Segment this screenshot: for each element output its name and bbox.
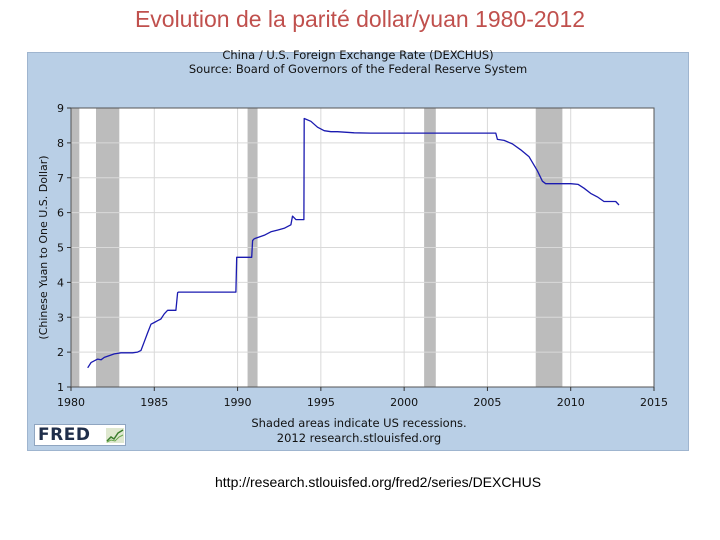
copyright-note: 2012 research.stlouisfed.org xyxy=(276,431,442,445)
fred-logo-text: FRED xyxy=(38,425,91,445)
series-line xyxy=(87,117,620,369)
x-tick-label: 2010 xyxy=(557,396,585,409)
y-tick-label: 3 xyxy=(57,311,64,324)
y-tick-label: 4 xyxy=(57,276,64,289)
chart-subtitle: Source: Board of Governors of the Federa… xyxy=(188,62,528,76)
chart-title: China / U.S. Foreign Exchange Rate (DEXC… xyxy=(222,48,494,62)
x-tick-label: 1990 xyxy=(224,396,252,409)
exchange-rate-chart: 1 2 3 4 5 6 7 8 9 1980 1985 1990 1995 2000 2005 2010 201… xyxy=(37,102,668,409)
x-tick-label: 2000 xyxy=(390,396,418,409)
x-tick-label: 1985 xyxy=(140,396,168,409)
x-tick-label: 2005 xyxy=(473,396,501,409)
y-axis-label: (Chinese Yuan to One U.S. Dollar) xyxy=(37,155,50,339)
y-tick-label: 6 xyxy=(57,207,64,220)
y-tick-label: 2 xyxy=(57,346,64,359)
x-tick-label: 1995 xyxy=(307,396,335,409)
y-tick-label: 9 xyxy=(57,102,64,115)
y-tick-label: 8 xyxy=(57,137,64,150)
slide-title: Evolution de la parité dollar/yuan 1980-… xyxy=(134,6,586,32)
fred-chart-panel: 1 2 3 4 5 6 7 8 9 1980 1985 1990 1995 2000 2005 2010 201… xyxy=(27,48,689,451)
recession-note: Shaded areas indicate US recessions. xyxy=(251,416,467,430)
x-tick-label: 1980 xyxy=(57,396,85,409)
fred-logo[interactable]: FRED xyxy=(34,424,126,446)
x-tick-label: 2015 xyxy=(640,396,668,409)
y-tick-label: 1 xyxy=(57,381,64,394)
source-url[interactable]: http://research.stlouisfed.org/fred2/ser… xyxy=(215,474,542,490)
y-tick-label: 5 xyxy=(57,242,64,255)
y-tick-label: 7 xyxy=(57,172,64,185)
graph-icon xyxy=(106,428,124,443)
